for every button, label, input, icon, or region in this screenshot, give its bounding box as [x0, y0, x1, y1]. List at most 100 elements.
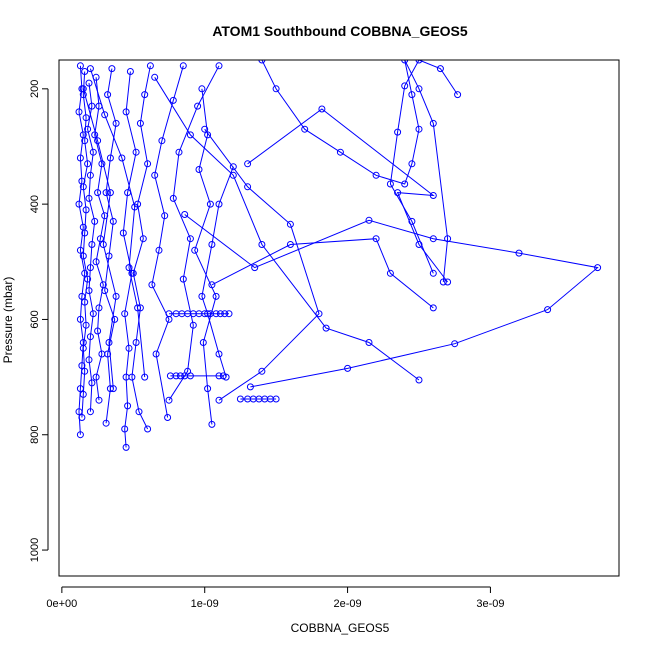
- data-point: [132, 339, 140, 346]
- data-point: [78, 292, 86, 300]
- data-point: [91, 217, 99, 225]
- series-line: [104, 68, 117, 424]
- y-tick-label: 400: [29, 195, 41, 213]
- data-point: [112, 292, 120, 300]
- series-line: [154, 77, 420, 381]
- data-point: [244, 160, 252, 168]
- data-point: [179, 62, 187, 70]
- data-point: [148, 281, 156, 289]
- data-point: [169, 96, 177, 104]
- series-12: [165, 310, 233, 318]
- data-point: [89, 148, 97, 156]
- data-point: [94, 137, 102, 145]
- data-point: [215, 372, 223, 380]
- data-point: [134, 304, 142, 312]
- data-point: [76, 62, 84, 70]
- data-point: [175, 148, 183, 156]
- data-point: [101, 111, 109, 119]
- data-point: [118, 154, 126, 162]
- y-tick-label: 600: [29, 310, 41, 328]
- series-line: [122, 71, 137, 448]
- data-point: [208, 281, 216, 289]
- data-point: [81, 229, 89, 237]
- data-point: [125, 264, 133, 272]
- data-point: [151, 73, 159, 81]
- data-point: [429, 119, 437, 127]
- data-point: [92, 373, 100, 381]
- data-point: [79, 183, 87, 191]
- data-point: [81, 269, 89, 277]
- data-point: [429, 304, 437, 312]
- data-point: [444, 235, 452, 243]
- data-point: [84, 160, 92, 168]
- data-point: [429, 235, 437, 243]
- data-point: [206, 200, 214, 208]
- data-point: [186, 372, 194, 380]
- data-point: [158, 137, 166, 145]
- data-point: [79, 85, 87, 93]
- data-point: [161, 212, 169, 220]
- series-14: [236, 395, 280, 403]
- series-line: [82, 88, 117, 389]
- series-5: [101, 65, 120, 427]
- data-point: [85, 194, 93, 202]
- data-point: [258, 60, 266, 64]
- data-point: [111, 315, 119, 323]
- data-point: [122, 108, 130, 116]
- data-point: [181, 211, 189, 218]
- data-point: [401, 180, 409, 188]
- data-point: [155, 246, 163, 254]
- data-point: [415, 241, 423, 248]
- data-point: [79, 390, 87, 398]
- data-point: [76, 431, 84, 439]
- data-point: [286, 241, 294, 248]
- data-point: [131, 203, 139, 211]
- data-point: [429, 269, 437, 277]
- data-point: [81, 137, 89, 145]
- data-point: [169, 194, 177, 202]
- data-point: [151, 171, 159, 179]
- data-point: [76, 154, 84, 162]
- data-point: [106, 385, 114, 393]
- data-point: [212, 310, 220, 318]
- data-point: [78, 362, 86, 370]
- series-22: [86, 65, 149, 381]
- data-point: [85, 287, 93, 295]
- data-point: [176, 372, 184, 380]
- data-point: [454, 91, 462, 99]
- data-point: [198, 292, 206, 300]
- series-line: [131, 65, 151, 430]
- data-point: [79, 252, 87, 260]
- data-point: [85, 356, 93, 364]
- data-point: [322, 324, 330, 332]
- data-point: [86, 171, 94, 179]
- data-point: [82, 114, 90, 122]
- series-line: [211, 238, 434, 309]
- data-point: [415, 376, 423, 384]
- data-point: [84, 125, 92, 133]
- data-point: [544, 306, 552, 314]
- series-3: [84, 79, 99, 416]
- data-point: [86, 264, 94, 272]
- data-point: [191, 246, 199, 254]
- series-line: [204, 128, 320, 401]
- series-9: [165, 62, 223, 404]
- data-point: [106, 154, 114, 162]
- data-point: [301, 125, 309, 133]
- chart-title: ATOM1 Southbound COBBNA_GEOS5: [212, 23, 468, 39]
- data-point: [258, 367, 266, 375]
- series-2: [78, 68, 92, 421]
- data-point: [429, 192, 437, 199]
- data-point: [215, 62, 223, 70]
- data-point: [106, 189, 114, 197]
- data-point: [386, 269, 394, 277]
- data-point: [272, 395, 280, 403]
- data-point: [415, 125, 423, 133]
- data-point: [208, 420, 216, 428]
- data-point: [112, 119, 120, 127]
- data-point: [122, 443, 130, 451]
- data-point: [102, 419, 110, 427]
- data-point: [86, 65, 94, 73]
- data-point: [75, 200, 83, 208]
